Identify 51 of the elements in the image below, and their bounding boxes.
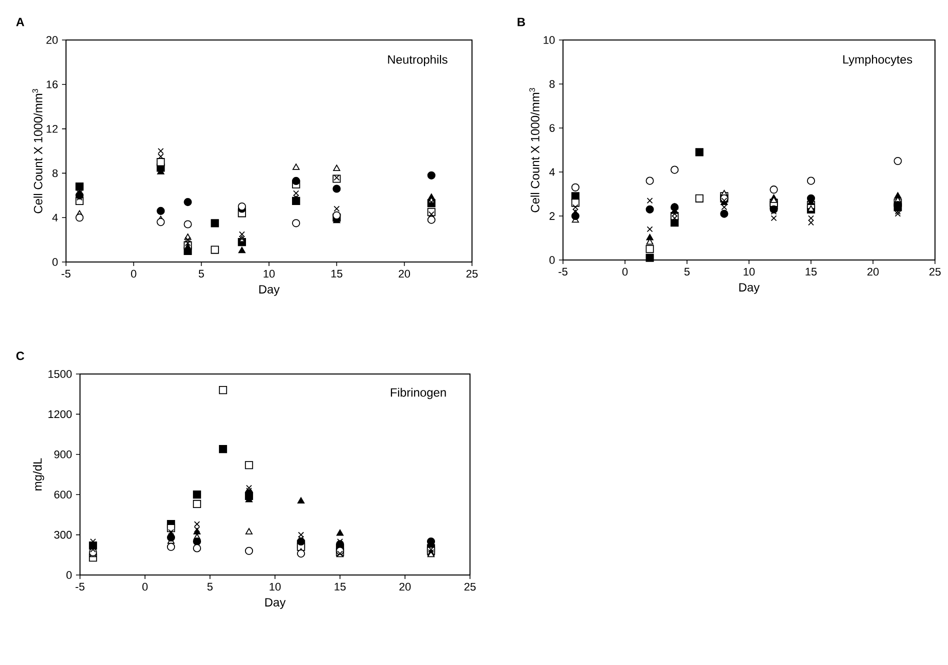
x-tick-label: 25 (464, 582, 476, 591)
x-tick-label: 5 (684, 268, 690, 276)
y-tick-label: 900 (54, 450, 72, 458)
y-axis-title: mg/dL (32, 458, 44, 490)
x-tick-label: 15 (806, 268, 817, 276)
y-tick-label: 1200 (48, 410, 72, 418)
x-tick-label: 20 (399, 582, 411, 591)
y-axis-title: Cell Count X 1000/mm$^{3}$ (32, 89, 42, 214)
y-tick-label: 600 (54, 490, 72, 498)
x-tick-label: 10 (270, 582, 281, 591)
x-tick-label: 15 (334, 582, 346, 591)
x-tick-label: 10 (744, 268, 755, 276)
y-tick-label: 2 (550, 212, 555, 220)
y-tick-label: 12 (46, 124, 58, 133)
text: Fibrinogen (390, 388, 446, 400)
x-tick-label: 20 (867, 268, 879, 276)
x-tick-label: 0 (622, 268, 628, 276)
x-tick-label: 25 (466, 270, 478, 278)
x-tick-label: 5 (198, 270, 204, 278)
text: Lymphocytes (843, 54, 912, 66)
text: Neutrophils (388, 54, 448, 66)
y-tick-label: 0 (549, 256, 555, 264)
y-tick-label: 4 (549, 168, 555, 176)
text: B (518, 18, 525, 26)
x-axis-title: Day (265, 598, 286, 609)
x-axis-title: Day (739, 283, 760, 294)
x-tick-label: 5 (207, 582, 213, 591)
x-tick-label: -5 (558, 268, 568, 276)
x-tick-label: 20 (398, 270, 410, 278)
y-tick-label: 0 (52, 258, 58, 266)
y-tick-label: 300 (54, 530, 72, 539)
text: C (16, 352, 24, 360)
text: A (16, 18, 24, 26)
x-tick-label: 0 (142, 582, 148, 591)
y-tick-label: 8 (549, 80, 555, 88)
x-tick-label: 0 (131, 270, 136, 278)
y-tick-label: 6 (550, 124, 555, 132)
y-tick-label: 0 (66, 571, 72, 579)
y-tick-label: 8 (52, 169, 58, 178)
x-tick-label: 25 (929, 268, 941, 276)
y-tick-label: 10 (544, 36, 555, 44)
x-tick-label: -5 (62, 270, 70, 278)
y-tick-label: 1500 (48, 370, 72, 378)
y-tick-label: 20 (46, 36, 58, 44)
x-tick-label: 10 (264, 270, 275, 278)
y-tick-label: 4 (52, 214, 58, 222)
x-tick-label: 15 (331, 270, 342, 278)
x-axis-title: Day (259, 285, 280, 296)
y-tick-label: 16 (46, 80, 58, 88)
y-axis-title: Cell Count X 1000/mm$^{3}$ (529, 88, 540, 212)
x-tick-label: -5 (76, 582, 84, 591)
